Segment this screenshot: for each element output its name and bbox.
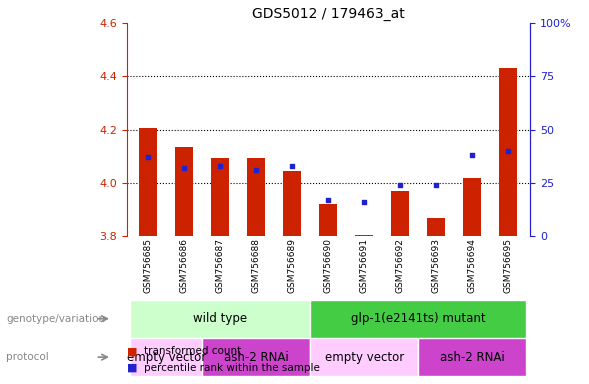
Bar	[319, 204, 337, 236]
Bar	[139, 128, 157, 236]
Text: protocol: protocol	[6, 352, 49, 362]
Text: ■: ■	[127, 346, 137, 356]
Point	[287, 163, 297, 169]
Bar	[464, 177, 481, 236]
Text: GSM756690: GSM756690	[324, 238, 333, 293]
Point	[216, 163, 225, 169]
Bar	[428, 217, 445, 236]
Text: GSM756687: GSM756687	[216, 238, 225, 293]
Point	[180, 165, 189, 171]
Text: glp-1(e2141ts) mutant: glp-1(e2141ts) mutant	[351, 312, 486, 325]
Point	[468, 152, 477, 158]
Bar	[176, 147, 193, 236]
Text: percentile rank within the sample: percentile rank within the sample	[144, 363, 320, 373]
Bar	[310, 338, 418, 376]
Text: GSM756694: GSM756694	[468, 238, 477, 293]
Text: GSM756689: GSM756689	[288, 238, 297, 293]
Bar	[130, 338, 202, 376]
Bar	[499, 68, 518, 236]
Text: GSM756685: GSM756685	[144, 238, 153, 293]
Point	[432, 182, 441, 188]
Point	[360, 199, 369, 205]
Bar	[355, 235, 373, 236]
Bar	[283, 171, 302, 236]
Point	[324, 197, 333, 203]
Text: GSM756693: GSM756693	[432, 238, 441, 293]
Text: genotype/variation: genotype/variation	[6, 314, 105, 324]
Text: ash-2 RNAi: ash-2 RNAi	[224, 351, 289, 364]
Point	[396, 182, 405, 188]
Bar	[418, 338, 527, 376]
Text: ash-2 RNAi: ash-2 RNAi	[440, 351, 505, 364]
Point	[504, 148, 513, 154]
Text: GSM756686: GSM756686	[180, 238, 188, 293]
Bar	[202, 338, 310, 376]
Bar	[247, 157, 265, 236]
Text: ■: ■	[127, 363, 137, 373]
Text: transformed count: transformed count	[144, 346, 241, 356]
Text: GSM756691: GSM756691	[360, 238, 369, 293]
Point	[144, 154, 153, 161]
Point	[252, 167, 261, 173]
Text: GSM756692: GSM756692	[396, 238, 405, 293]
Bar	[392, 191, 409, 236]
Text: GSM756695: GSM756695	[504, 238, 513, 293]
Bar	[310, 300, 527, 338]
Text: empty vector: empty vector	[325, 351, 404, 364]
Bar	[211, 157, 229, 236]
Text: wild type: wild type	[193, 312, 247, 325]
Text: empty vector: empty vector	[127, 351, 206, 364]
Title: GDS5012 / 179463_at: GDS5012 / 179463_at	[252, 7, 405, 21]
Bar	[130, 300, 310, 338]
Text: GSM756688: GSM756688	[252, 238, 261, 293]
